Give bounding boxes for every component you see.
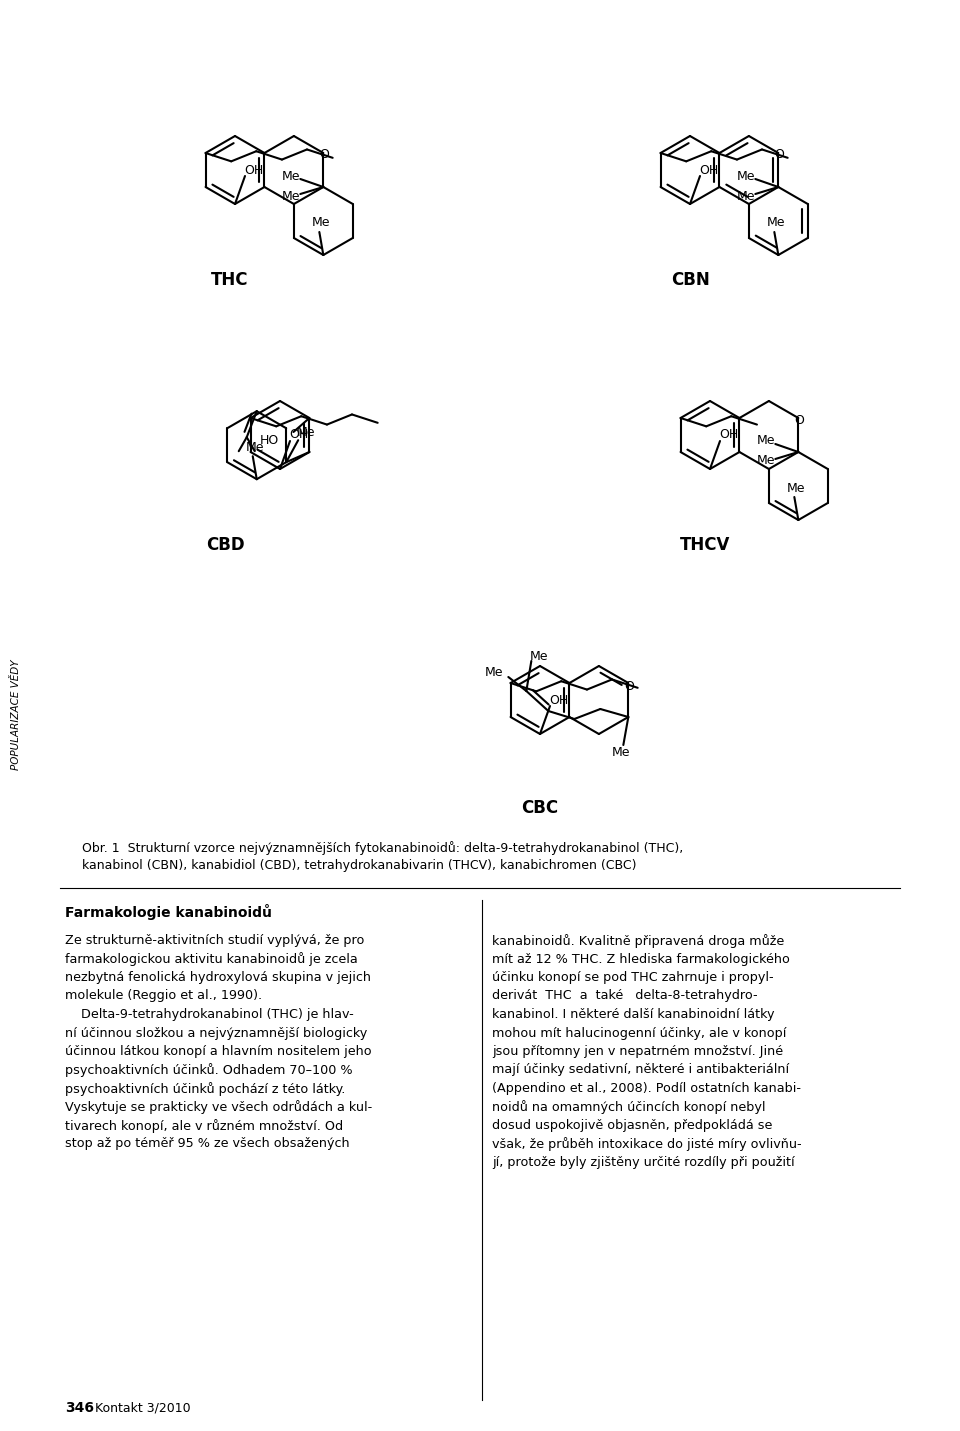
Text: OH: OH — [700, 163, 719, 176]
Text: molekule (Reggio et al., 1990).: molekule (Reggio et al., 1990). — [65, 989, 262, 1003]
Text: Obr. 1  Strukturní vzorce nejvýznamnějších fytokanabinoidů: delta-9-tetrahydroka: Obr. 1 Strukturní vzorce nejvýznamnějšíc… — [82, 841, 684, 854]
Text: Me: Me — [485, 667, 504, 680]
Text: nezbytná fenolická hydroxylová skupina v jejich: nezbytná fenolická hydroxylová skupina v… — [65, 972, 371, 985]
Text: Me: Me — [737, 189, 756, 203]
Text: OH: OH — [289, 428, 308, 442]
Text: kanabinoidů. Kvalitně připravená droga může: kanabinoidů. Kvalitně připravená droga m… — [492, 934, 784, 947]
Text: kanabinol. I některé další kanabinoidní látky: kanabinol. I některé další kanabinoidní … — [492, 1007, 775, 1020]
Text: mít až 12 % THC. Z hlediska farmakologického: mít až 12 % THC. Z hlediska farmakologic… — [492, 953, 790, 966]
Text: OH: OH — [245, 163, 264, 176]
Text: Ze strukturně-aktivitních studií vyplývá, že pro: Ze strukturně-aktivitních studií vyplývá… — [65, 934, 365, 947]
Text: Me: Me — [787, 481, 805, 495]
Text: THC: THC — [211, 270, 249, 289]
Text: farmakologickou aktivitu kanabinoidů je zcela: farmakologickou aktivitu kanabinoidů je … — [65, 953, 358, 966]
Text: ní účinnou složkou a nejvýznamnější biologicky: ní účinnou složkou a nejvýznamnější biol… — [65, 1026, 368, 1039]
Text: Kontakt 3/2010: Kontakt 3/2010 — [87, 1401, 191, 1414]
Text: účinku konopí se pod THC zahrnuje i propyl-: účinku konopí se pod THC zahrnuje i prop… — [492, 972, 774, 985]
Text: Me: Me — [530, 651, 548, 664]
Text: CBN: CBN — [671, 270, 709, 289]
Text: však, že průběh intoxikace do jisté míry ovlivňu-: však, že průběh intoxikace do jisté míry… — [492, 1138, 802, 1152]
Text: kanabinol (CBN), kanabidiol (CBD), tetrahydrokanabivarin (THCV), kanabichromen (: kanabinol (CBN), kanabidiol (CBD), tetra… — [82, 859, 636, 871]
Text: Me: Me — [612, 747, 631, 760]
Text: Me: Me — [282, 189, 300, 203]
Text: Me: Me — [757, 455, 776, 468]
Text: CBC: CBC — [521, 798, 559, 817]
Text: Me: Me — [757, 435, 776, 448]
Text: mohou mít halucinogenní účinky, ale v konopí: mohou mít halucinogenní účinky, ale v ko… — [492, 1026, 786, 1039]
Text: Delta-9-tetrahydrokanabinol (THC) je hlav-: Delta-9-tetrahydrokanabinol (THC) je hla… — [65, 1007, 353, 1020]
Text: stop až po téměř 95 % ze všech obsažených: stop až po téměř 95 % ze všech obsaženýc… — [65, 1138, 349, 1151]
Text: POPULARIZACE VĚDY: POPULARIZACE VĚDY — [11, 660, 21, 770]
Text: O: O — [320, 149, 329, 162]
Text: O: O — [775, 149, 784, 162]
Text: O: O — [794, 414, 804, 426]
Text: mají účinky sedativní, některé i antibakteriální: mají účinky sedativní, některé i antibak… — [492, 1063, 789, 1076]
Text: Me: Me — [282, 169, 300, 183]
Text: OH: OH — [719, 428, 738, 442]
Text: Me: Me — [767, 216, 785, 229]
Text: Me: Me — [312, 216, 330, 229]
Text: (Appendino et al., 2008). Podíl ostatních kanabi-: (Appendino et al., 2008). Podíl ostatníc… — [492, 1082, 801, 1095]
Text: 346: 346 — [65, 1401, 94, 1415]
Text: derivát  THC  a  také   delta-8-tetrahydro-: derivát THC a také delta-8-tetrahydro- — [492, 989, 757, 1003]
Text: Me: Me — [246, 441, 264, 454]
Text: Me: Me — [297, 425, 316, 439]
Text: HO: HO — [260, 434, 279, 446]
Text: Me: Me — [737, 169, 756, 183]
Text: tivarech konopí, ale v různém množství. Od: tivarech konopí, ale v různém množství. … — [65, 1119, 343, 1133]
Text: O: O — [624, 680, 635, 693]
Text: CBD: CBD — [205, 537, 244, 554]
Text: účinnou látkou konopí a hlavním nositelem jeho: účinnou látkou konopí a hlavním nositele… — [65, 1045, 372, 1058]
Text: psychoaktivních účinků pochází z této látky.: psychoaktivních účinků pochází z této lá… — [65, 1082, 346, 1096]
Text: Farmakologie kanabinoidů: Farmakologie kanabinoidů — [65, 904, 272, 920]
Text: psychoaktivních účinků. Odhadem 70–100 %: psychoaktivních účinků. Odhadem 70–100 % — [65, 1063, 352, 1078]
Text: jí, protože byly zjištěny určité rozdíly při použití: jí, protože byly zjištěny určité rozdíly… — [492, 1156, 795, 1169]
Text: OH: OH — [549, 694, 568, 707]
Text: noidů na omamných účincích konopí nebyl: noidů na omamných účincích konopí nebyl — [492, 1100, 765, 1115]
Text: THCV: THCV — [680, 537, 731, 554]
Text: jsou přítomny jen v nepatrném množství. Jiné: jsou přítomny jen v nepatrném množství. … — [492, 1045, 783, 1058]
Text: dosud uspokojivě objasněn, předpokládá se: dosud uspokojivě objasněn, předpokládá s… — [492, 1119, 773, 1132]
Text: Vyskytuje se prakticky ve všech odrůdách a kul-: Vyskytuje se prakticky ve všech odrůdách… — [65, 1100, 372, 1115]
